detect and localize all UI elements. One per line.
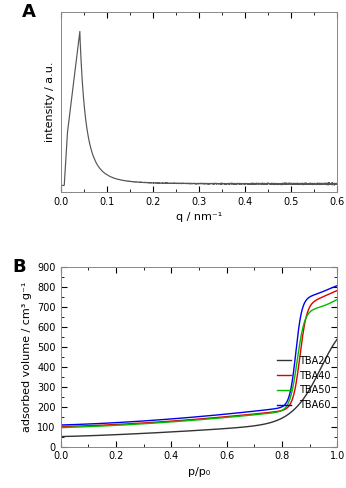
- TBA20: [180, 428, 184, 434]
- Legend: TBA20, TBA40, TBA50, TBA60: TBA20, TBA40, TBA50, TBA60: [273, 352, 335, 414]
- TBA40: [87, 423, 91, 428]
- Text: B: B: [12, 258, 26, 276]
- TBA50: [248, 412, 253, 418]
- TBA60: [248, 408, 253, 414]
- TBA40: [248, 411, 253, 417]
- TBA60: [274, 406, 279, 411]
- TBA20: [58, 434, 63, 440]
- Line: TBA60: TBA60: [61, 285, 337, 425]
- TBA60: [180, 415, 184, 421]
- TBA40: [274, 408, 279, 414]
- X-axis label: p/p₀: p/p₀: [188, 467, 210, 477]
- TBA40: [279, 407, 283, 413]
- TBA60: [335, 283, 339, 288]
- TBA60: [279, 404, 283, 410]
- TBA50: [335, 296, 339, 302]
- Y-axis label: adsorbed volume / cm³ g⁻¹: adsorbed volume / cm³ g⁻¹: [22, 282, 31, 432]
- TBA50: [171, 419, 175, 425]
- TBA50: [58, 425, 63, 430]
- TBA20: [279, 416, 283, 422]
- TBA50: [180, 418, 184, 424]
- Text: A: A: [22, 3, 36, 21]
- TBA40: [58, 424, 63, 429]
- TBA50: [87, 424, 91, 429]
- Line: TBA20: TBA20: [61, 339, 337, 437]
- TBA40: [180, 417, 184, 423]
- TBA50: [274, 409, 279, 415]
- TBA40: [171, 418, 175, 424]
- TBA20: [274, 418, 279, 424]
- TBA60: [58, 422, 63, 428]
- TBA20: [171, 429, 175, 435]
- TBA60: [87, 421, 91, 427]
- Y-axis label: intensity / a.u.: intensity / a.u.: [45, 61, 55, 142]
- TBA20: [335, 336, 339, 342]
- TBA20: [87, 433, 91, 439]
- X-axis label: q / nm⁻¹: q / nm⁻¹: [176, 212, 222, 222]
- TBA40: [335, 287, 339, 293]
- TBA50: [279, 408, 283, 414]
- TBA60: [171, 416, 175, 422]
- TBA20: [248, 424, 253, 429]
- Line: TBA40: TBA40: [61, 290, 337, 427]
- Line: TBA50: TBA50: [61, 299, 337, 427]
